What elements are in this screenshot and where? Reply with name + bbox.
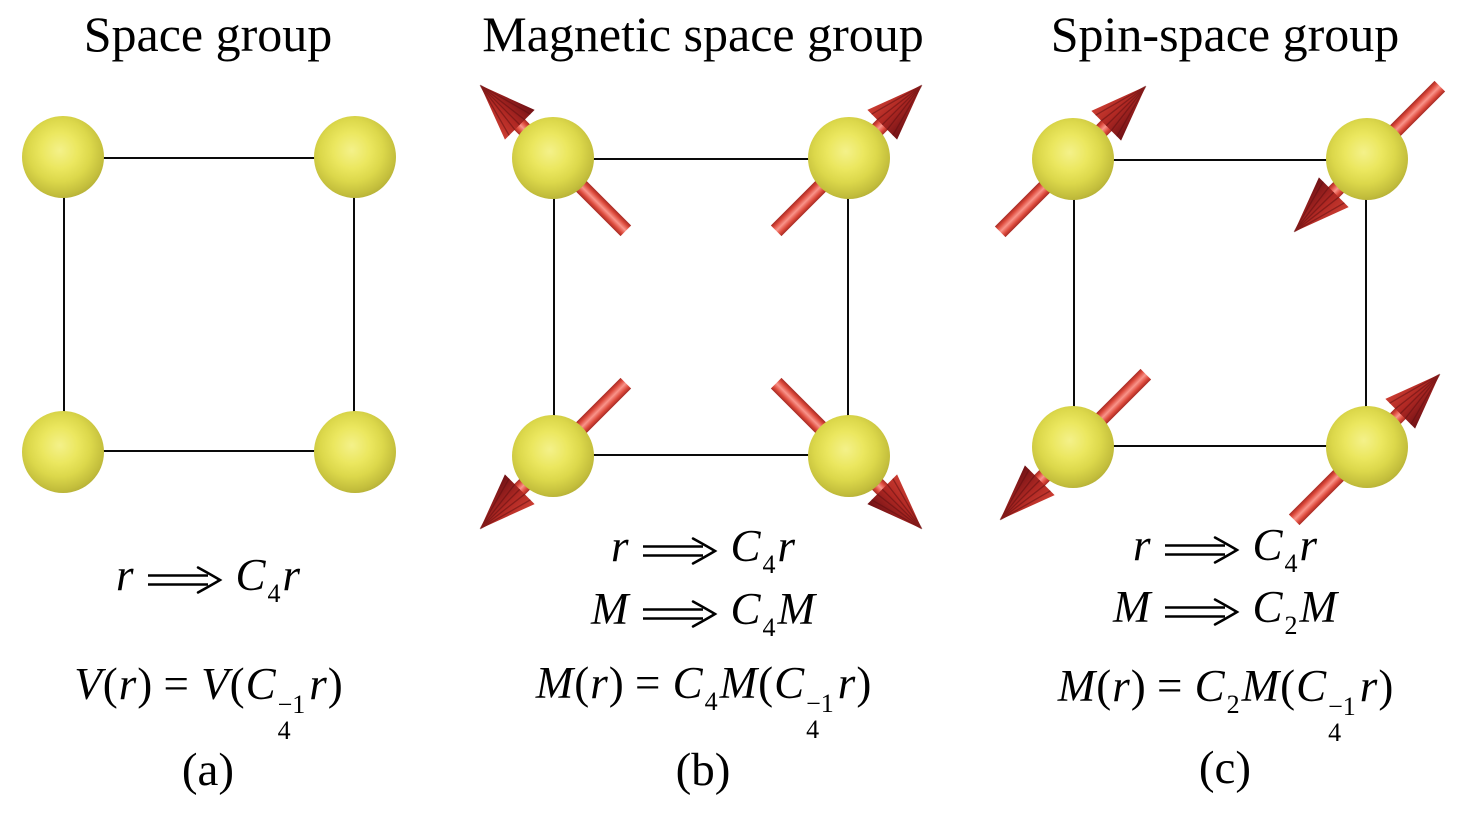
- eq-token: C: [672, 658, 703, 708]
- eq-token: 4: [267, 579, 281, 608]
- eq-token: ): [137, 659, 153, 709]
- equation-magnetization: M(r) = C4M(C −1 4 r): [443, 655, 963, 743]
- eq-token: M: [1112, 582, 1151, 632]
- eq-token: r: [590, 658, 608, 708]
- atom-sphere: [314, 411, 396, 493]
- eq-token: C: [1252, 520, 1283, 570]
- eq-superscript: −1: [806, 689, 834, 718]
- eq-token: r: [115, 550, 134, 600]
- eq-token: r: [610, 521, 629, 571]
- lattice-square: [63, 157, 355, 452]
- eq-token: r: [1299, 520, 1318, 570]
- eq-token: M: [719, 658, 758, 708]
- atom-sphere: [808, 117, 890, 199]
- eq-token: ): [327, 659, 343, 709]
- eq-token: ): [856, 658, 872, 708]
- eq-token: C: [774, 658, 805, 708]
- eq-token: (: [574, 658, 590, 708]
- atom-sphere: [512, 117, 594, 199]
- eq-token: 4: [704, 687, 718, 716]
- eq-token: M: [590, 584, 629, 634]
- eq-token: M: [535, 658, 574, 708]
- eq-supsub: −1 4: [806, 691, 834, 743]
- eq-superscript: −1: [277, 690, 306, 719]
- eq-token: ): [1130, 661, 1146, 711]
- eq-token: C: [245, 659, 276, 709]
- eq-token: r: [282, 550, 301, 600]
- eq-token: r: [1359, 661, 1378, 711]
- eq-subscript: 4: [806, 715, 820, 744]
- eq-token: 4: [1284, 549, 1298, 578]
- eq-token: V: [201, 659, 229, 709]
- eq-token: (: [102, 659, 118, 709]
- eq-token: M: [777, 584, 816, 634]
- panel-c-title: Spin-space group: [1050, 6, 1400, 62]
- eq-token: r: [118, 659, 137, 709]
- eq-token: 2: [1226, 690, 1240, 719]
- equation-r-transform: r C4r: [0, 547, 468, 622]
- eq-token: 4: [762, 550, 776, 579]
- eq-token: r: [1112, 661, 1130, 711]
- eq-token: ): [1378, 661, 1394, 711]
- eq-token: r: [309, 659, 327, 709]
- atom-sphere: [808, 415, 890, 497]
- eq-token: =: [623, 658, 672, 708]
- lattice-square: [553, 158, 849, 456]
- atom-sphere: [22, 411, 104, 493]
- eq-token: C: [1252, 582, 1283, 632]
- eq-token: r: [837, 658, 856, 708]
- eq-token: ): [608, 658, 624, 708]
- eq-token: C: [235, 550, 266, 600]
- atom-sphere: [1326, 118, 1408, 200]
- equation-m-transform: M C2M: [965, 579, 1474, 654]
- eq-subscript: 4: [277, 716, 291, 745]
- equation-potential: V(r) = V(C −1 4 r): [0, 656, 468, 744]
- eq-token: (: [1096, 661, 1112, 711]
- eq-token: (: [229, 659, 245, 709]
- implies-arrow-icon: [639, 599, 719, 629]
- implies-arrow-icon: [1161, 535, 1241, 565]
- eq-token: =: [152, 659, 201, 709]
- lattice-square: [1073, 159, 1367, 447]
- eq-supsub: −1 4: [1328, 694, 1356, 746]
- equation-r-transform: r C4r: [443, 518, 963, 593]
- eq-supsub: −1 4: [278, 692, 306, 744]
- atom-sphere: [314, 116, 396, 198]
- eq-token: 4: [762, 613, 776, 642]
- eq-token: V: [74, 659, 102, 709]
- eq-token: 2: [1284, 611, 1298, 640]
- implies-arrow-icon: [1161, 597, 1241, 627]
- panel-c-label: (c): [1198, 742, 1252, 794]
- panel-b-title: Magnetic space group: [482, 6, 924, 62]
- eq-token: r: [777, 521, 796, 571]
- atom-sphere: [512, 415, 594, 497]
- eq-token: C: [1194, 661, 1225, 711]
- eq-token: M: [1057, 661, 1096, 711]
- panel-b-label: (b): [675, 744, 731, 796]
- equation-magnetization: M(r) = C2M(C −1 4 r): [965, 658, 1474, 746]
- panel-a-label: (a): [181, 744, 235, 796]
- eq-token: C: [730, 521, 761, 571]
- eq-token: C: [730, 584, 761, 634]
- eq-subscript: 4: [1328, 718, 1342, 747]
- eq-token: (: [1280, 661, 1296, 711]
- atom-sphere: [1032, 406, 1114, 488]
- eq-token: M: [1299, 582, 1338, 632]
- panel-a-title: Space group: [83, 6, 333, 62]
- eq-superscript: −1: [1328, 692, 1356, 721]
- implies-arrow-icon: [144, 565, 224, 595]
- implies-arrow-icon: [639, 536, 719, 566]
- eq-token: M: [1241, 661, 1280, 711]
- equation-m-transform: M C4M: [443, 581, 963, 656]
- eq-token: =: [1145, 661, 1194, 711]
- eq-token: C: [1296, 661, 1327, 711]
- eq-token: (: [758, 658, 774, 708]
- atom-sphere: [1326, 406, 1408, 488]
- atom-sphere: [22, 116, 104, 198]
- equation-r-transform: r C4r: [965, 517, 1474, 592]
- atom-sphere: [1032, 118, 1114, 200]
- eq-token: r: [1132, 520, 1151, 570]
